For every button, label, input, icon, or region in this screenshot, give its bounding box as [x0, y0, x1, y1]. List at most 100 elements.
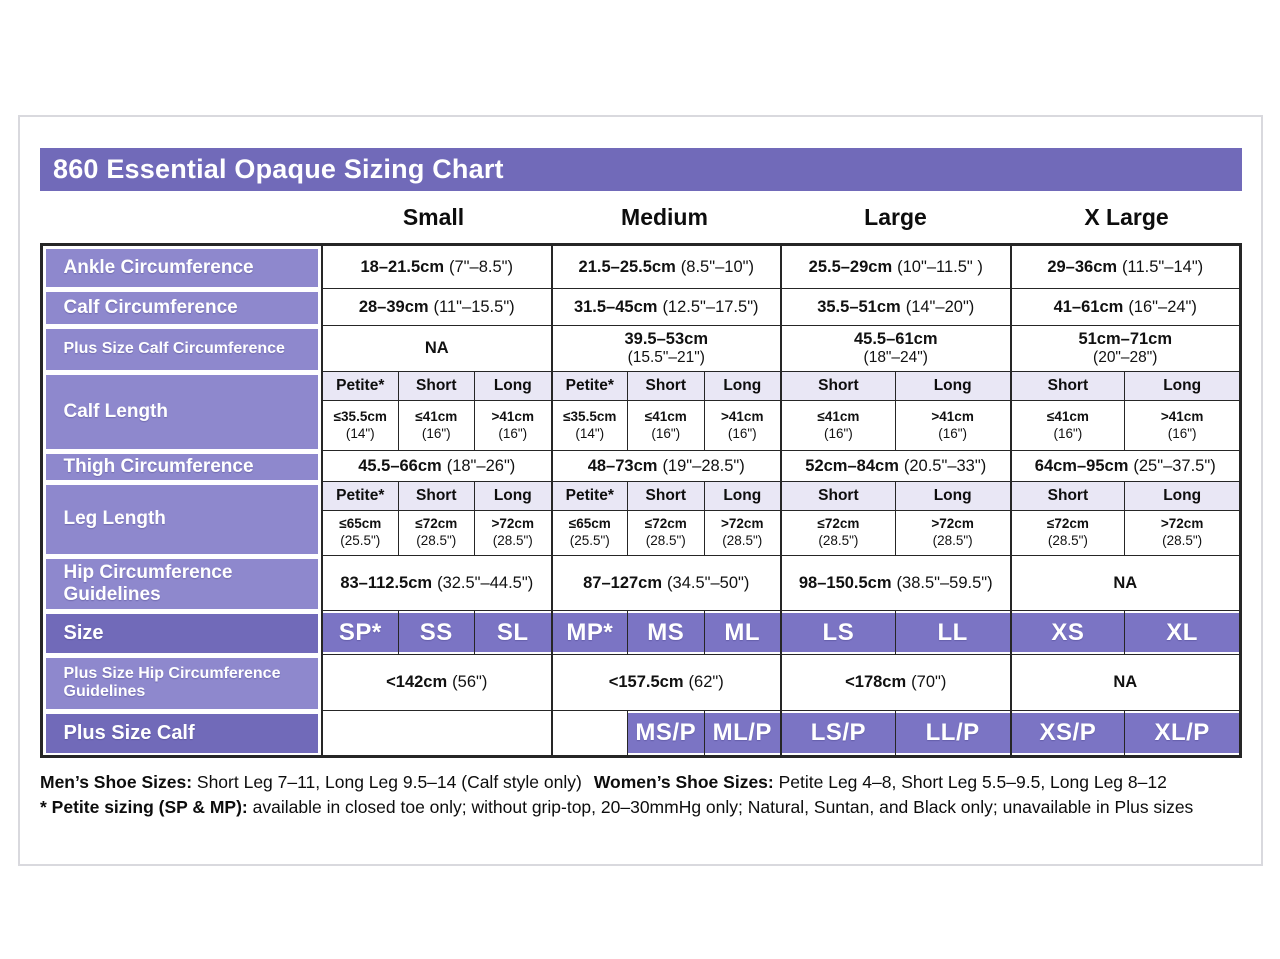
calf-large-value: 35.5–51cm (14"–20") — [780, 289, 1010, 326]
calf-length-value: >41cm (16") — [703, 401, 780, 451]
calf-small-value: 28–39cm (11"–15.5") — [321, 289, 551, 326]
row-label-text: Calf Length — [45, 374, 318, 449]
plus-calf-code-llp: LL/P — [894, 711, 1010, 755]
row-label-text: Plus Size Calf Circumference — [45, 328, 318, 370]
thigh-medium-value: 48–73cm (19"–28.5") — [550, 451, 780, 482]
row-label-plus-size-hip-circumference-guidelines: Plus Size Hip Circumference Guidelines — [43, 655, 321, 711]
size-code-ss: SS — [397, 611, 474, 655]
leg-length-subheader: Short — [397, 482, 474, 511]
row-label-text: Plus Size Hip Circumference Guidelines — [45, 657, 318, 709]
plus-calf-small-empty-cell — [321, 711, 551, 755]
row-label-text: Leg Length — [45, 484, 318, 554]
plus-calf-code-mlp: ML/P — [703, 711, 780, 755]
column-header-small: Small — [402, 203, 465, 230]
calf-medium-value: 31.5–45cm (12.5"–17.5") — [550, 289, 780, 326]
leg-length-subheader: Petite* — [321, 482, 398, 511]
thigh-large-value: 52cm–84cm (20.5"–33") — [780, 451, 1010, 482]
row-label-ankle-circumference: Ankle Circumference — [43, 246, 321, 289]
leg-length-value: ≤65cm (25.5") — [321, 511, 398, 556]
row-label-text: Ankle Circumference — [45, 248, 318, 287]
sizing-table: Ankle Circumference 18–21.5cm (7"–8.5") 2… — [40, 243, 1242, 758]
thigh-small-value: 45.5–66cm (18"–26") — [321, 451, 551, 482]
leg-length-value: >72cm (28.5") — [894, 511, 1010, 556]
calf-length-value: >41cm (16") — [894, 401, 1010, 451]
petite-sizing-note: * Petite sizing (SP & MP): available in … — [40, 797, 1194, 817]
petite-sizing-label: * Petite sizing (SP & MP): — [40, 797, 248, 817]
calf-length-subheader: Long — [474, 372, 551, 401]
ankle-small-value: 18–21.5cm (7"–8.5") — [321, 246, 551, 289]
plus-hip-medium-value: <157.5cm (62") — [550, 655, 780, 711]
row-label-calf-length: Calf Length — [43, 372, 321, 451]
row-label-text: Hip Circumference Guidelines — [45, 558, 318, 609]
leg-length-subheader: Long — [474, 482, 551, 511]
row-label-size: Size — [43, 611, 321, 655]
size-code-sl: SL — [474, 611, 551, 655]
size-code-ll: LL — [894, 611, 1010, 655]
calf-xlarge-value: 41–61cm (16"–24") — [1009, 289, 1239, 326]
row-label-thigh-circumference: Thigh Circumference — [43, 451, 321, 482]
calf-length-subheader: Short — [1009, 372, 1125, 401]
plus-calf-circ-small-value: NA — [321, 326, 551, 372]
calf-length-subheader: Long — [1124, 372, 1239, 401]
row-label-hip-circumference-guidelines: Hip Circumference Guidelines — [43, 556, 321, 611]
leg-length-subheader: Long — [703, 482, 780, 511]
hip-xlarge-value: NA — [1009, 556, 1239, 611]
size-code-xl: XL — [1124, 611, 1239, 655]
calf-length-subheader: Short — [780, 372, 895, 401]
plus-calf-circ-xlarge-value: 51cm–71cm (20"–28") — [1009, 326, 1239, 372]
leg-length-value: >72cm (28.5") — [703, 511, 780, 556]
calf-length-value: >41cm (16") — [1124, 401, 1239, 451]
calf-length-value: ≤41cm (16") — [1009, 401, 1125, 451]
hip-medium-value: 87–127cm (34.5"–50") — [550, 556, 780, 611]
leg-length-value: ≤72cm (28.5") — [627, 511, 704, 556]
thigh-xlarge-value: 64cm–95cm (25"–37.5") — [1009, 451, 1239, 482]
calf-length-value: ≤41cm (16") — [627, 401, 704, 451]
row-label-plus-size-calf: Plus Size Calf — [43, 711, 321, 755]
hip-large-value: 98–150.5cm (38.5"–59.5") — [780, 556, 1010, 611]
leg-length-value: ≤72cm (28.5") — [1009, 511, 1125, 556]
calf-length-subheader: Short — [397, 372, 474, 401]
footer-notes: Men’s Shoe Sizes: Short Leg 7–11, Long L… — [40, 770, 1255, 820]
leg-length-value: >72cm (28.5") — [1124, 511, 1239, 556]
calf-length-subheader: Short — [627, 372, 704, 401]
row-label-text: Plus Size Calf — [45, 713, 318, 753]
size-code-mp: MP* — [550, 611, 627, 655]
mens-shoe-sizes-label: Men’s Shoe Sizes: — [40, 772, 193, 792]
plus-calf-code-msp: MS/P — [627, 711, 704, 755]
row-label-leg-length: Leg Length — [43, 482, 321, 556]
size-code-sp: SP* — [321, 611, 398, 655]
calf-length-value: ≤35.5cm (14") — [321, 401, 398, 451]
row-label-calf-circumference: Calf Circumference — [43, 289, 321, 326]
leg-length-value: ≤72cm (28.5") — [780, 511, 895, 556]
column-header-medium: Medium — [621, 203, 708, 230]
calf-length-value: ≤41cm (16") — [780, 401, 895, 451]
ankle-medium-value: 21.5–25.5cm (8.5"–10") — [550, 246, 780, 289]
leg-length-subheader: Short — [780, 482, 895, 511]
leg-length-value: >72cm (28.5") — [474, 511, 551, 556]
plus-hip-xlarge-value: NA — [1009, 655, 1239, 711]
plus-hip-small-value: <142cm (56") — [321, 655, 551, 711]
plus-calf-code-xsp: XS/P — [1009, 711, 1125, 755]
leg-length-subheader: Short — [1009, 482, 1125, 511]
plus-hip-large-value: <178cm (70") — [780, 655, 1010, 711]
shoe-sizes-note: Men’s Shoe Sizes: Short Leg 7–11, Long L… — [40, 772, 1167, 792]
leg-length-subheader: Short — [627, 482, 704, 511]
ankle-large-value: 25.5–29cm (10"–11.5" ) — [780, 246, 1010, 289]
column-headers: Small Medium Large X Large — [40, 191, 1242, 243]
size-code-ms: MS — [627, 611, 704, 655]
hip-small-value: 83–112.5cm (32.5"–44.5") — [321, 556, 551, 611]
leg-length-subheader: Petite* — [550, 482, 627, 511]
chart-title: 860 Essential Opaque Sizing Chart — [40, 148, 1242, 191]
plus-calf-code-xlp: XL/P — [1124, 711, 1239, 755]
size-code-ls: LS — [780, 611, 895, 655]
column-header-xlarge: X Large — [1084, 203, 1169, 230]
column-header-large: Large — [864, 203, 927, 230]
leg-length-value: ≤72cm (28.5") — [397, 511, 474, 556]
row-label-text: Thigh Circumference — [45, 453, 318, 480]
size-code-xs: XS — [1009, 611, 1125, 655]
calf-length-subheader: Petite* — [321, 372, 398, 401]
row-label-text: Size — [45, 613, 318, 653]
calf-length-value: >41cm (16") — [474, 401, 551, 451]
calf-length-value: ≤41cm (16") — [397, 401, 474, 451]
row-label-plus-size-calf-circumference: Plus Size Calf Circumference — [43, 326, 321, 372]
